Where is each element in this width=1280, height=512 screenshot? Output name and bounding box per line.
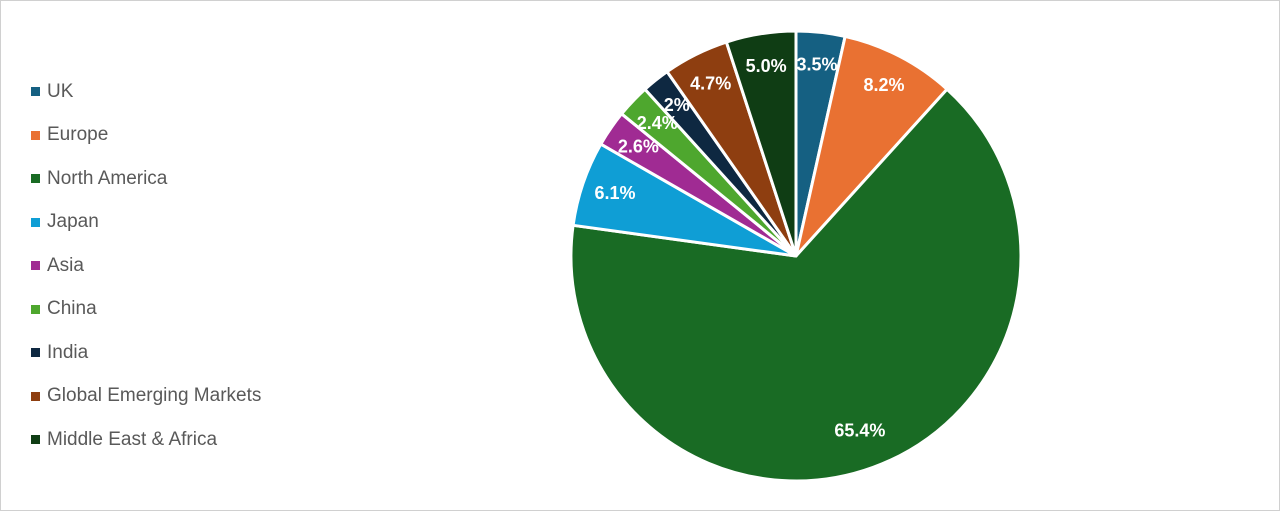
slice-data-label: 5.0%	[746, 56, 787, 76]
legend-swatch	[31, 87, 40, 97]
slice-data-label: 3.5%	[796, 55, 837, 75]
legend-swatch	[31, 304, 40, 314]
legend-label: India	[47, 341, 89, 363]
legend-swatch	[31, 348, 40, 358]
legend-swatch	[31, 174, 40, 184]
pie-slice	[724, 29, 798, 258]
slice-data-label: 2%	[664, 95, 690, 115]
legend-item: Global Emerging Markets	[31, 375, 351, 419]
legend-label: Europe	[47, 124, 109, 146]
legend-item: China	[31, 288, 351, 332]
legend-swatch	[31, 435, 40, 445]
data-labels: 3.5% 8.2% 65.4% 6.1% 2.6% 2.4%2%4.7% 5.0%	[594, 55, 904, 441]
legend: UK Europe North America Japan Asia China India…	[31, 70, 351, 462]
slice-data-label: 8.2%	[863, 75, 904, 95]
legend-item: Japan	[31, 201, 351, 245]
legend-item: Europe	[31, 114, 351, 158]
slice-data-label: 65.4%	[834, 420, 885, 440]
legend-item: India	[31, 331, 351, 375]
legend-label: Japan	[47, 211, 99, 233]
slice-data-label: 4.7%	[690, 74, 731, 94]
slice-data-label: 6.1%	[594, 183, 635, 203]
legend-item: UK	[31, 70, 351, 114]
legend-item: Middle East & Africa	[31, 418, 351, 462]
legend-label: China	[47, 298, 97, 320]
legend-swatch	[31, 391, 40, 401]
pie-slice	[569, 87, 1023, 483]
legend-swatch	[31, 130, 40, 140]
legend-swatch	[31, 261, 40, 271]
legend-swatch	[31, 217, 40, 227]
legend-label: Global Emerging Markets	[47, 385, 262, 407]
legend-label: Asia	[47, 254, 84, 276]
legend-label: UK	[47, 80, 74, 102]
legend-item: Asia	[31, 244, 351, 288]
legend-label: Middle East & Africa	[47, 428, 218, 450]
slice-data-label: 2.6%	[618, 136, 659, 156]
legend-label: North America	[47, 167, 168, 189]
pie-slice	[794, 34, 949, 258]
slice-data-label: 2.4%	[637, 113, 678, 133]
legend-item: North America	[31, 157, 351, 201]
